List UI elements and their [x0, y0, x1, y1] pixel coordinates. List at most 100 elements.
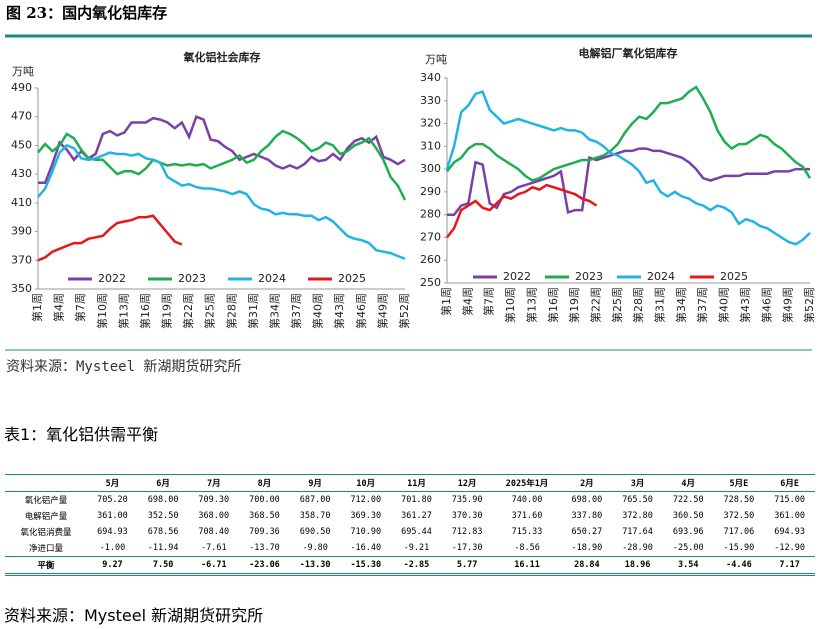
cell: -17.30 — [451, 543, 483, 553]
column-header: 9月 — [289, 474, 341, 492]
cell: -7.61 — [200, 543, 227, 553]
cell: -25.00 — [672, 543, 704, 553]
cell: 740.00 — [511, 495, 543, 505]
column-header: 4月 — [662, 474, 714, 492]
x-tick-label: 第49周 — [375, 293, 389, 329]
cell: 709.36 — [249, 527, 280, 537]
y-tick-label: 280 — [420, 208, 441, 221]
cell: -13.30 — [289, 556, 341, 575]
cell: -13.70 — [249, 543, 280, 553]
cell: -11.94 — [147, 543, 179, 553]
cell: 678.56 — [147, 527, 179, 537]
x-tick-label: 第34周 — [674, 287, 688, 323]
cell: 705.20 — [97, 495, 128, 505]
y-tick-label: 250 — [420, 276, 441, 289]
y-tick-label: 350 — [11, 282, 32, 295]
cell: 5.77 — [441, 556, 493, 575]
corner — [5, 474, 88, 492]
cell: 709.30 — [198, 495, 230, 505]
cell: 372.50 — [723, 511, 755, 521]
header-row: 5月 6月 7月 8月 9月 10月 11月 12月 2025年1月 2月 3月 4月 5月E 6月E — [5, 474, 815, 492]
column-header: 3月 — [612, 474, 663, 492]
cell: -9.80 — [302, 543, 328, 553]
cell: 368.00 — [198, 511, 230, 521]
cell: 765.50 — [622, 495, 653, 505]
cell: 372.80 — [622, 511, 653, 521]
x-tick-label: 第16周 — [546, 287, 560, 323]
cell: 728.50 — [723, 495, 755, 505]
x-tick-label: 第4周 — [52, 293, 66, 322]
cell: 698.00 — [571, 495, 603, 505]
charts: 氧化铝社会库存万吨350370390410430450470490第1周 第4周第… — [5, 34, 816, 351]
x-tick-label: 第37周 — [695, 287, 709, 323]
cell: 361.00 — [97, 511, 128, 521]
x-tick-label: 第10周 — [503, 287, 517, 323]
cell: 700.00 — [249, 495, 280, 505]
cell: 687.00 — [299, 495, 331, 505]
x-tick-label: 第1周 — [30, 293, 44, 322]
column-header: 6月 — [137, 474, 189, 492]
table-row: 电解铝产量 361.00 352.50 368.00 368.50 358.70 369.3… — [5, 508, 815, 524]
x-tick-label: 第25周 — [610, 287, 624, 323]
cell: 9.27 — [87, 556, 138, 575]
y-tick-label: 260 — [420, 253, 441, 266]
legend-label: 2024 — [647, 270, 675, 283]
y-tick-label: 330 — [420, 94, 441, 107]
legend-label: 2023 — [575, 270, 603, 283]
cell: 28.84 — [561, 556, 613, 575]
cell: -12.90 — [774, 543, 805, 553]
x-tick-label: 第22周 — [181, 293, 195, 329]
y-tick-label: 320 — [420, 117, 441, 130]
y-tick-label: 430 — [11, 167, 32, 180]
row-header: 氧化铝消费量 — [20, 528, 72, 538]
x-tick-label: 第46周 — [759, 287, 773, 323]
cell: -6.71 — [188, 556, 240, 575]
x-tick-label: 第7周 — [73, 293, 87, 322]
cell: 3.54 — [662, 556, 714, 575]
cell: 698.00 — [147, 495, 179, 505]
source: 资料来源：Mysteel 新湖期货研究所 — [6, 359, 242, 375]
table: 5月 6月 7月 8月 9月 10月 11月 12月 2025年1月 2月 3月 4月 5月E 6月E 氧化… — [5, 474, 815, 576]
column-header: 12月 — [441, 474, 493, 492]
x-tick-label: 第52周 — [802, 287, 816, 323]
y-tick-label: 310 — [420, 139, 441, 152]
cell: -15.30 — [340, 556, 392, 575]
chart-title: 氧化铝社会库存 — [183, 50, 261, 64]
cell: 710.90 — [350, 527, 382, 537]
series-line — [447, 147, 810, 216]
cell: 368.50 — [249, 511, 280, 521]
legend-label: 2025 — [338, 272, 366, 285]
x-tick-label: 第4周 — [460, 287, 474, 316]
cell: 701.80 — [401, 495, 432, 505]
cell: 16.11 — [492, 556, 562, 575]
x-tick-label: 第19周 — [567, 287, 581, 323]
cell: -16.40 — [350, 543, 382, 553]
x-tick-label: 第43周 — [738, 287, 752, 323]
column-header: 8月 — [239, 474, 290, 492]
cell: 717.64 — [622, 527, 653, 537]
legend-label: 2023 — [178, 272, 206, 285]
chart-title: 电解铝厂氧化铝库存 — [579, 46, 678, 60]
cell: 371.60 — [511, 511, 543, 521]
cell: 361.00 — [774, 511, 805, 521]
cell: 690.50 — [299, 527, 331, 537]
table-row: 氧化铝产量 705.20 698.00 709.30 700.00 687.00 712.0… — [5, 492, 815, 509]
series-line — [446, 85, 812, 182]
cell: 693.96 — [672, 527, 704, 537]
cell: 715.33 — [511, 527, 543, 537]
cell: 694.93 — [774, 527, 805, 537]
cell: 715.00 — [774, 495, 805, 505]
cell: -28.90 — [622, 543, 653, 553]
y-unit: 万吨 — [12, 65, 34, 78]
cell: 18.96 — [612, 556, 663, 575]
column-header: 2025年1月 — [492, 474, 562, 492]
cell: -23.06 — [239, 556, 290, 575]
cell: 735.90 — [451, 495, 483, 505]
row-header: 电解铝产量 — [24, 512, 68, 522]
column-header: 10月 — [340, 474, 392, 492]
cell: 722.50 — [672, 495, 704, 505]
column-header: 6月E — [764, 474, 815, 492]
y-tick-label: 300 — [420, 162, 441, 175]
table-title: 表1：氧化铝供需平衡 — [4, 425, 159, 444]
cell: 370.30 — [451, 511, 483, 521]
